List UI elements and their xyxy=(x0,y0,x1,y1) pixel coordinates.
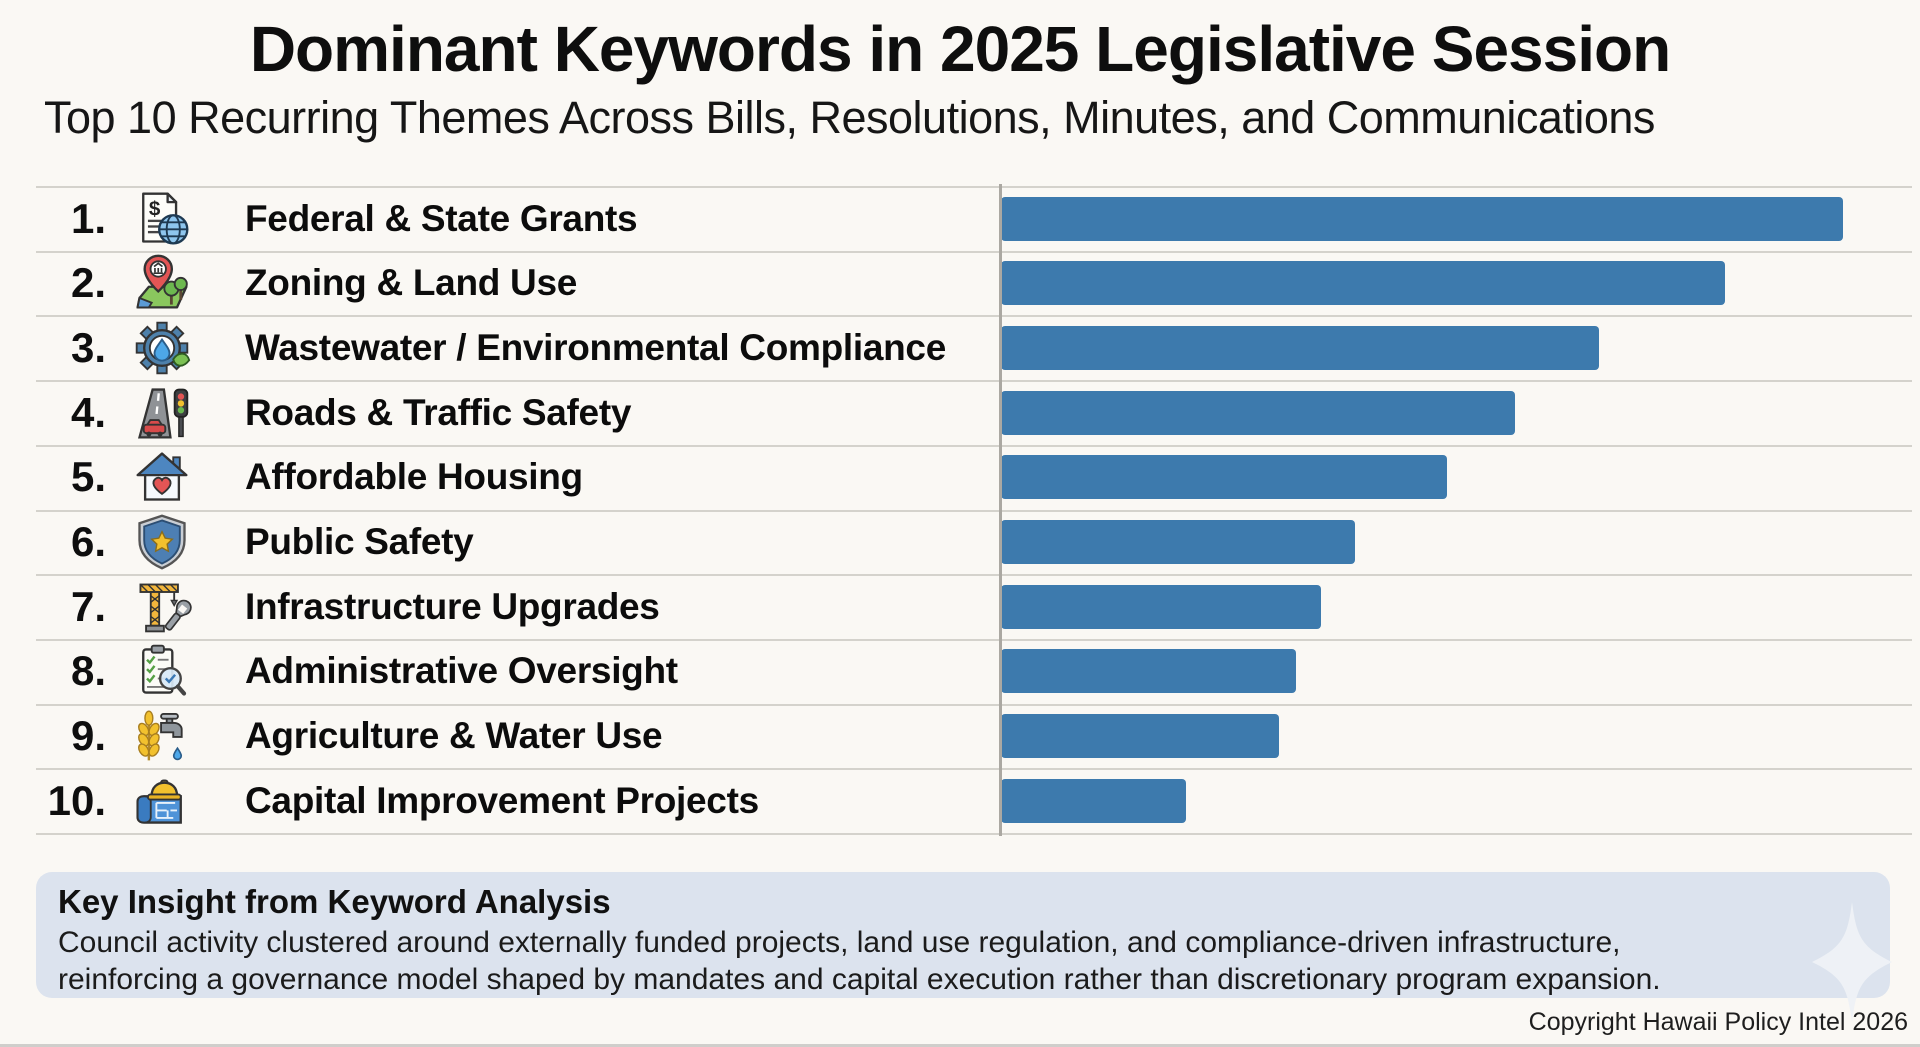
keyword-label: Wastewater / Environmental Compliance xyxy=(245,326,946,368)
keyword-bar xyxy=(1001,778,1186,823)
keyword-label: Zoning & Land Use xyxy=(245,262,578,304)
keyword-label: Administrative Oversight xyxy=(245,650,678,692)
keyword-bar xyxy=(1001,455,1447,500)
keyword-row: 8. Administrative Oversight xyxy=(0,639,1920,704)
page-title: Dominant Keywords in 2025 Legislative Se… xyxy=(249,13,1671,85)
keyword-row: 3. Wastewater / Environmental Compliance xyxy=(0,315,1920,380)
zoning-map-pin-icon xyxy=(132,253,192,313)
axis-baseline xyxy=(999,184,1002,836)
keyword-label: Public Safety xyxy=(245,521,474,562)
keyword-row: 5. Affordable Housing xyxy=(0,445,1920,510)
rank-number: 7. xyxy=(70,582,106,630)
clipboard-magnifier-icon xyxy=(132,641,192,701)
rank-number: 4. xyxy=(70,388,106,436)
rank-number: 8. xyxy=(70,647,106,695)
blueprint-hardhat-icon xyxy=(132,771,192,831)
keyword-row: 7. Infrastructure Upgrades xyxy=(0,574,1920,639)
rank-number: 1. xyxy=(70,194,106,242)
row-separator-line xyxy=(36,638,1912,641)
svg-text:$: $ xyxy=(149,197,161,220)
insight-heading: Key Insight from Keyword Analysis xyxy=(58,883,611,920)
keyword-label: Capital Improvement Projects xyxy=(245,779,759,821)
rank-number: 10. xyxy=(47,776,106,824)
keyword-label: Agriculture & Water Use xyxy=(245,715,663,757)
row-separator-line xyxy=(36,315,1912,318)
road-traffic-light-icon xyxy=(132,383,192,443)
row-separator-line xyxy=(36,574,1912,577)
keyword-bar xyxy=(1001,649,1296,694)
bottom-edge-line xyxy=(0,1044,1920,1047)
keyword-row: 10. Capital Improvement Projects xyxy=(0,768,1920,833)
house-heart-icon xyxy=(132,447,192,507)
keyword-row: 2. Zoning & Land Use xyxy=(0,251,1920,316)
keyword-bar-chart: 1. $ Federal & State Grants 2. Zoning & Land… xyxy=(0,184,1920,836)
row-separator-line xyxy=(36,380,1912,383)
keyword-label: Federal & State Grants xyxy=(245,197,638,239)
insight-body-line-2: reinforcing a governance model shaped by… xyxy=(58,963,1661,996)
wheat-faucet-icon xyxy=(132,706,192,766)
row-separator-line xyxy=(36,833,1912,835)
keyword-bar xyxy=(1001,196,1843,241)
keyword-row: 4. Roads & Traffic Safety xyxy=(0,380,1920,445)
rank-number: 9. xyxy=(70,712,106,760)
keyword-bar xyxy=(1001,390,1515,435)
keyword-bar xyxy=(1001,261,1725,306)
insight-body-line-1: Council activity clustered around extern… xyxy=(58,926,1621,959)
keyword-row: 1. $ Federal & State Grants xyxy=(0,186,1920,251)
keyword-label: Affordable Housing xyxy=(245,456,583,498)
rank-number: 6. xyxy=(70,518,106,565)
wastewater-gear-drop-icon xyxy=(132,318,192,378)
crane-wrench-icon xyxy=(132,577,192,637)
row-separator-line xyxy=(36,444,1912,447)
keyword-bar xyxy=(1001,520,1355,564)
page-subtitle: Top 10 Recurring Themes Across Bills, Re… xyxy=(44,92,1655,143)
row-separator-line xyxy=(36,768,1912,771)
keyword-label: Infrastructure Upgrades xyxy=(245,585,660,627)
row-separator-line xyxy=(36,509,1912,512)
rank-number: 3. xyxy=(70,323,106,371)
key-insight-box: Key Insight from Keyword Analysis Counci… xyxy=(36,872,1890,998)
copyright-text: Copyright Hawaii Policy Intel 2026 xyxy=(1528,1008,1908,1036)
keyword-label: Roads & Traffic Safety xyxy=(245,391,632,433)
grants-document-globe-icon: $ xyxy=(132,189,192,249)
keyword-row: 9. Agriculture & Water Use xyxy=(0,704,1920,769)
keyword-row: 6. Public Safety xyxy=(0,510,1920,575)
row-separator-line xyxy=(36,186,1912,188)
sparkle-decoration-icon xyxy=(1812,902,1892,1022)
keyword-bar xyxy=(1001,325,1599,370)
rank-number: 2. xyxy=(70,259,106,307)
keyword-bar xyxy=(1001,714,1279,759)
shield-star-icon xyxy=(132,512,192,572)
keyword-bar xyxy=(1001,584,1321,629)
row-separator-line xyxy=(36,703,1912,706)
rank-number: 5. xyxy=(70,453,106,501)
row-separator-line xyxy=(36,250,1912,253)
